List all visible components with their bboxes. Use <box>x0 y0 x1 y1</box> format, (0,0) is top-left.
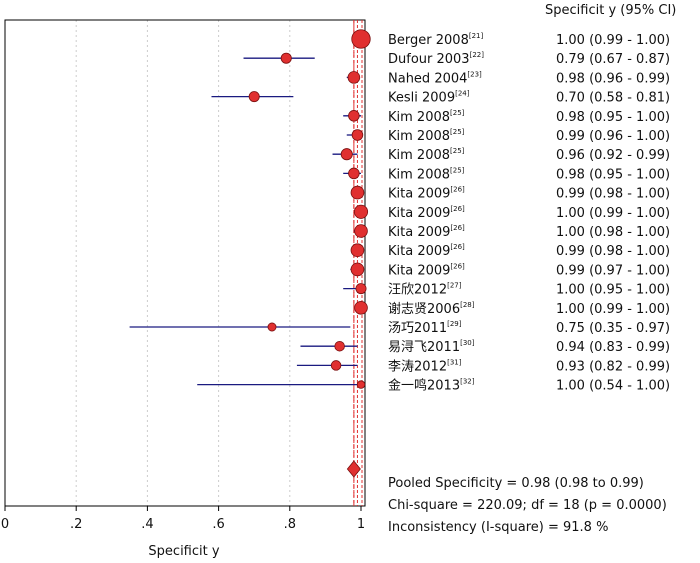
study-reference-label: [26] <box>450 205 465 213</box>
study-point-marker <box>280 52 292 64</box>
x-tick-label: .8 <box>284 517 296 532</box>
study-name-label: 汤巧2011[29] <box>388 320 462 336</box>
study-reference-label: [26] <box>450 262 465 270</box>
study-ci-value-label: 0.93 (0.82 - 0.99) <box>556 359 670 374</box>
label-layer: Berger 2008[21] 1.00 (0.99 - 1.00) Dufour … <box>388 32 670 394</box>
study-reference-label: [25] <box>450 166 465 174</box>
study-reference-label: [32] <box>460 378 475 386</box>
study-reference-label: [25] <box>450 128 465 136</box>
study-name-label: Kita 2009[26] <box>388 243 465 259</box>
study-ci-value-label: 1.00 (0.99 - 1.00) <box>556 302 670 317</box>
study-name-label: Berger 2008[21] <box>388 32 483 48</box>
study-name-label: Kim 2008[25] <box>388 147 465 163</box>
study-point-marker <box>340 148 353 161</box>
study-reference-label: [22] <box>470 51 485 59</box>
study-point-marker <box>334 340 345 352</box>
study-reference-label: [28] <box>460 301 475 309</box>
study-name-label: Nahed 2004[23] <box>388 70 482 86</box>
study-point-marker <box>348 110 360 122</box>
x-axis: 0 .2 .4 .6 .8 1 <box>1 506 365 532</box>
study-reference-label: [26] <box>450 224 465 232</box>
study-ci-value-label: 0.94 (0.83 - 0.99) <box>556 340 670 355</box>
study-ci-value-label: 0.99 (0.98 - 1.00) <box>556 244 670 259</box>
summary-inconsistency: Inconsistency (I-square) = 91.8 % <box>388 520 608 535</box>
summary-chi-square: Chi-square = 220.09; df = 18 (p = 0.0000… <box>388 498 667 513</box>
x-tick-label: 1 <box>357 517 365 532</box>
study-name-label: Kita 2009[26] <box>388 205 465 221</box>
study-name-label: 易浔飞2011[30] <box>388 339 475 355</box>
study-reference-label: [29] <box>447 320 462 328</box>
study-ci-value-label: 1.00 (0.99 - 1.00) <box>556 33 670 48</box>
x-axis-label: Specificit y <box>148 544 219 559</box>
x-tick-label: .6 <box>212 517 224 532</box>
column-header: Specificit y (95% CI) <box>545 3 676 18</box>
study-reference-label: [21] <box>469 32 484 40</box>
study-name-label: Kesli 2009[24] <box>388 90 470 106</box>
study-name-label: 谢志贤2006[28] <box>388 301 475 317</box>
study-ci-value-label: 0.99 (0.97 - 1.00) <box>556 263 670 278</box>
study-point-marker <box>351 29 371 49</box>
study-name-label: 汪欣2012[27] <box>388 282 462 298</box>
study-point-marker <box>353 204 369 219</box>
x-tick-label: .2 <box>70 517 82 532</box>
plot-frame <box>4 19 366 507</box>
study-reference-label: [26] <box>450 186 465 194</box>
study-point-marker <box>348 167 360 180</box>
study-ci-value-label: 0.99 (0.98 - 1.00) <box>556 187 670 202</box>
study-ci-value-label: 0.99 (0.96 - 1.00) <box>556 129 670 144</box>
study-ci-value-label: 0.98 (0.95 - 1.00) <box>556 110 670 125</box>
study-ci-value-label: 1.00 (0.98 - 1.00) <box>556 225 670 240</box>
study-layer <box>129 29 371 478</box>
study-point-marker <box>356 380 366 389</box>
study-ci-value-label: 0.79 (0.67 - 0.87) <box>556 52 670 67</box>
study-ci-value-label: 0.75 (0.35 - 0.97) <box>556 321 670 336</box>
study-name-label: Kim 2008[25] <box>388 109 465 125</box>
study-reference-label: [24] <box>455 90 470 98</box>
pooled-diamond-marker <box>346 460 361 478</box>
study-ci-value-label: 1.00 (0.54 - 1.00) <box>556 379 670 394</box>
pooled-line-layer <box>353 20 363 506</box>
study-ci-value-label: 0.96 (0.92 - 0.99) <box>556 148 670 163</box>
study-ci-value-label: 0.98 (0.96 - 0.99) <box>556 71 670 86</box>
study-ci-value-label: 1.00 (0.95 - 1.00) <box>556 283 670 298</box>
study-name-label: Dufour 2003[22] <box>388 51 484 67</box>
study-reference-label: [23] <box>467 70 482 78</box>
study-ci-value-label: 0.70 (0.58 - 0.81) <box>556 91 670 106</box>
study-reference-label: [25] <box>450 109 465 117</box>
study-name-label: Kita 2009[26] <box>388 224 465 240</box>
study-reference-label: [27] <box>447 282 462 290</box>
study-name-label: Kita 2009[26] <box>388 186 465 202</box>
study-point-marker <box>267 322 277 332</box>
study-reference-label: [25] <box>450 147 465 155</box>
study-point-marker <box>350 243 365 258</box>
study-point-marker <box>354 300 368 315</box>
study-reference-label: [26] <box>450 243 465 251</box>
study-name-label: Kim 2008[25] <box>388 128 465 144</box>
study-reference-label: [31] <box>447 358 462 366</box>
study-point-marker <box>347 71 361 84</box>
study-ci-value-label: 1.00 (0.99 - 1.00) <box>556 206 670 221</box>
x-tick-label: .4 <box>141 517 153 532</box>
study-ci-value-label: 0.98 (0.95 - 1.00) <box>556 167 670 182</box>
study-reference-label: [30] <box>460 339 475 347</box>
study-point-marker <box>350 262 365 277</box>
study-point-marker <box>248 91 260 103</box>
study-point-marker <box>350 185 365 200</box>
study-name-label: 金一鸣2013[32] <box>388 378 475 394</box>
study-point-marker <box>354 224 368 238</box>
study-point-marker <box>330 360 342 371</box>
summary-pooled: Pooled Specificity = 0.98 (0.98 to 0.99) <box>388 476 644 491</box>
study-point-marker <box>355 283 367 295</box>
study-point-marker <box>351 129 364 141</box>
study-name-label: 李涛2012[31] <box>388 358 462 374</box>
study-name-label: Kim 2008[25] <box>388 166 465 182</box>
grid-layer <box>75 20 291 506</box>
study-name-label: Kita 2009[26] <box>388 262 465 278</box>
x-tick-label: 0 <box>1 517 9 532</box>
